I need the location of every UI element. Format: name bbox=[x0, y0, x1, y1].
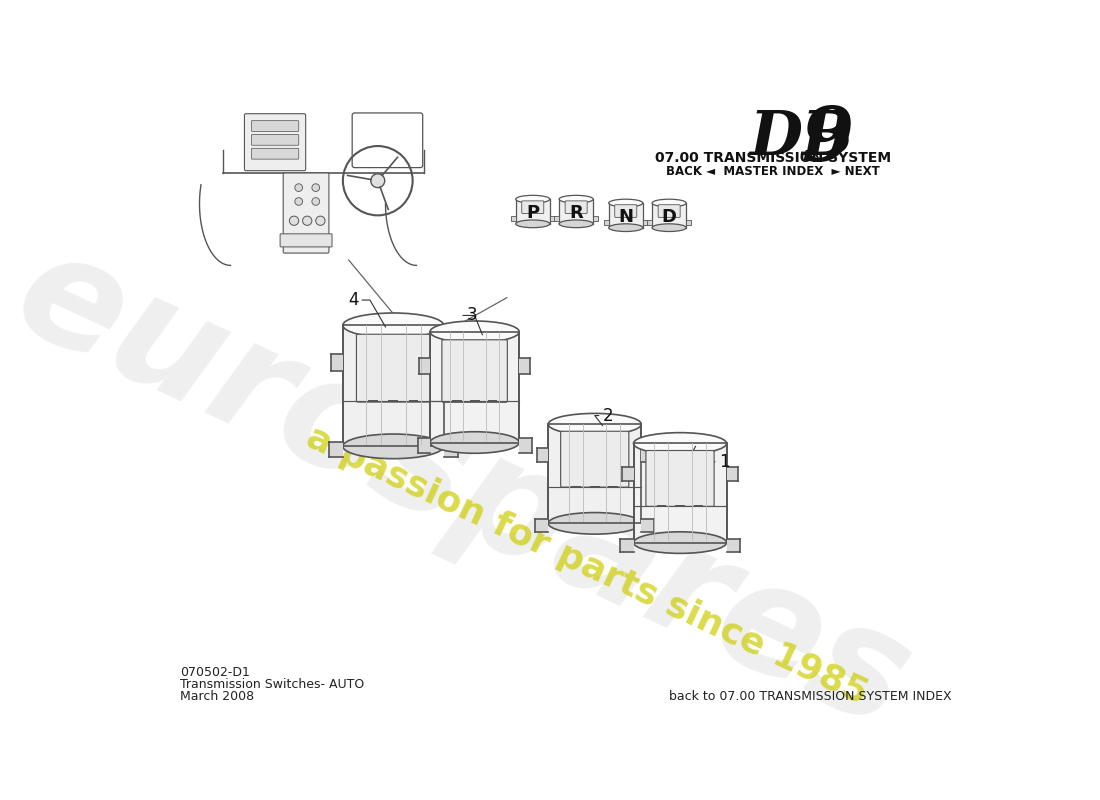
Polygon shape bbox=[641, 519, 654, 533]
FancyBboxPatch shape bbox=[430, 332, 519, 442]
FancyBboxPatch shape bbox=[442, 340, 507, 402]
Text: R: R bbox=[570, 204, 583, 222]
Ellipse shape bbox=[559, 195, 593, 203]
FancyBboxPatch shape bbox=[615, 205, 637, 218]
Text: 1: 1 bbox=[718, 453, 729, 470]
Polygon shape bbox=[652, 203, 686, 228]
Polygon shape bbox=[516, 199, 550, 224]
FancyBboxPatch shape bbox=[283, 173, 329, 253]
Polygon shape bbox=[550, 217, 554, 221]
Ellipse shape bbox=[608, 199, 642, 207]
FancyBboxPatch shape bbox=[548, 424, 641, 523]
Text: a passion for parts since 1985: a passion for parts since 1985 bbox=[301, 420, 873, 711]
Text: 4: 4 bbox=[348, 291, 359, 309]
Ellipse shape bbox=[634, 433, 726, 454]
FancyBboxPatch shape bbox=[561, 431, 629, 487]
Ellipse shape bbox=[608, 224, 642, 231]
Polygon shape bbox=[686, 220, 691, 225]
Text: P: P bbox=[526, 204, 539, 222]
Polygon shape bbox=[519, 358, 530, 374]
Ellipse shape bbox=[343, 313, 443, 338]
Text: March 2008: March 2008 bbox=[180, 690, 254, 703]
FancyBboxPatch shape bbox=[343, 326, 443, 446]
FancyBboxPatch shape bbox=[252, 121, 299, 131]
Circle shape bbox=[295, 184, 302, 191]
Polygon shape bbox=[537, 448, 548, 462]
Polygon shape bbox=[647, 220, 652, 225]
FancyBboxPatch shape bbox=[521, 201, 543, 214]
FancyBboxPatch shape bbox=[646, 450, 714, 506]
Text: D: D bbox=[661, 207, 676, 226]
Ellipse shape bbox=[652, 224, 686, 231]
Ellipse shape bbox=[548, 414, 641, 435]
Polygon shape bbox=[510, 217, 516, 221]
Circle shape bbox=[371, 174, 385, 188]
Polygon shape bbox=[726, 538, 739, 552]
Text: eurospares: eurospares bbox=[0, 217, 932, 760]
FancyBboxPatch shape bbox=[244, 114, 306, 170]
Ellipse shape bbox=[430, 432, 519, 454]
Ellipse shape bbox=[343, 434, 443, 458]
Ellipse shape bbox=[548, 513, 641, 534]
Ellipse shape bbox=[516, 195, 550, 203]
Ellipse shape bbox=[430, 321, 519, 342]
FancyBboxPatch shape bbox=[252, 148, 299, 159]
Text: 070502-D1: 070502-D1 bbox=[180, 666, 250, 678]
Polygon shape bbox=[554, 217, 559, 221]
Polygon shape bbox=[620, 538, 634, 552]
Polygon shape bbox=[418, 438, 430, 453]
Polygon shape bbox=[536, 519, 548, 533]
Polygon shape bbox=[642, 220, 648, 225]
Text: 9: 9 bbox=[802, 104, 854, 176]
Polygon shape bbox=[331, 354, 343, 371]
FancyBboxPatch shape bbox=[356, 334, 430, 402]
Text: back to 07.00 TRANSMISSION SYSTEM INDEX: back to 07.00 TRANSMISSION SYSTEM INDEX bbox=[669, 690, 952, 703]
FancyBboxPatch shape bbox=[658, 205, 680, 218]
Polygon shape bbox=[559, 199, 593, 224]
Circle shape bbox=[302, 216, 312, 226]
FancyBboxPatch shape bbox=[252, 134, 299, 146]
Circle shape bbox=[316, 216, 326, 226]
Text: Transmission Switches- AUTO: Transmission Switches- AUTO bbox=[180, 678, 364, 691]
Polygon shape bbox=[443, 354, 455, 371]
Polygon shape bbox=[623, 467, 634, 481]
Polygon shape bbox=[726, 467, 738, 481]
Text: N: N bbox=[618, 207, 634, 226]
FancyBboxPatch shape bbox=[634, 443, 726, 542]
Circle shape bbox=[289, 216, 299, 226]
Circle shape bbox=[295, 198, 302, 206]
Polygon shape bbox=[443, 442, 458, 458]
Ellipse shape bbox=[559, 220, 593, 228]
Polygon shape bbox=[608, 203, 642, 228]
Ellipse shape bbox=[516, 220, 550, 228]
Ellipse shape bbox=[634, 532, 726, 554]
Text: BACK ◄  MASTER INDEX  ► NEXT: BACK ◄ MASTER INDEX ► NEXT bbox=[667, 166, 880, 178]
FancyBboxPatch shape bbox=[280, 234, 332, 247]
Text: 3: 3 bbox=[466, 306, 477, 325]
Polygon shape bbox=[519, 438, 531, 453]
Text: 2: 2 bbox=[603, 406, 613, 425]
Text: 07.00 TRANSMISSION SYSTEM: 07.00 TRANSMISSION SYSTEM bbox=[654, 151, 891, 166]
Polygon shape bbox=[593, 217, 598, 221]
Polygon shape bbox=[329, 442, 343, 458]
FancyBboxPatch shape bbox=[565, 201, 587, 214]
Polygon shape bbox=[604, 220, 608, 225]
Polygon shape bbox=[641, 448, 652, 462]
Circle shape bbox=[312, 184, 320, 191]
Polygon shape bbox=[419, 358, 430, 374]
Text: DB: DB bbox=[750, 107, 855, 167]
Ellipse shape bbox=[652, 199, 686, 207]
Circle shape bbox=[312, 198, 320, 206]
